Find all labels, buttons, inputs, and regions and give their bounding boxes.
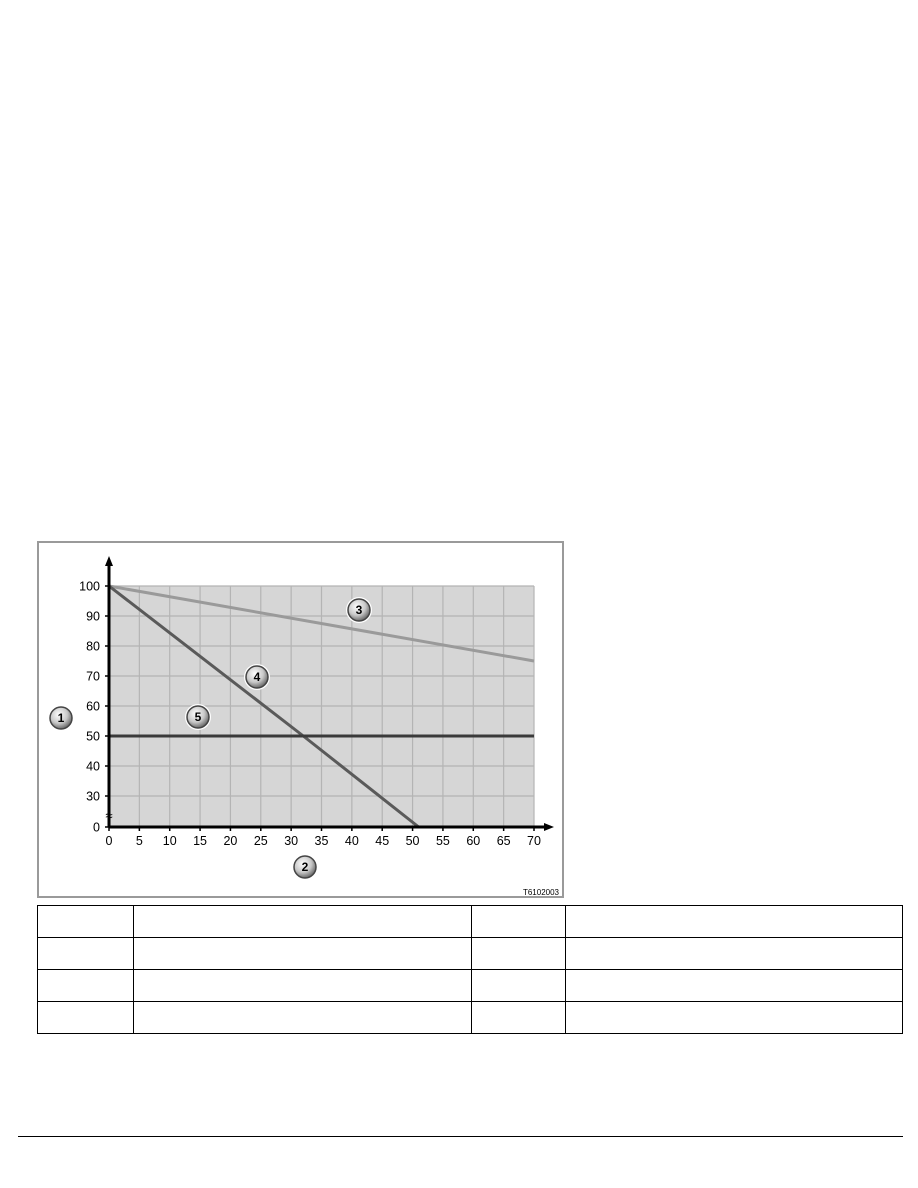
series-line-3: [108, 584, 535, 663]
table-row: [37, 905, 903, 938]
footer-rule: [18, 1136, 903, 1137]
x-tick-label: 45: [375, 834, 389, 848]
x-tick-label: 35: [315, 834, 329, 848]
x-tick-label: 20: [223, 834, 237, 848]
table-row: [37, 969, 903, 1002]
legend-table: [37, 905, 903, 1034]
x-tick-label: 0: [106, 834, 113, 848]
callout-4: 4: [244, 664, 270, 690]
table-cell: [471, 1001, 566, 1034]
table-cell: [565, 969, 903, 1002]
x-tick-label: 40: [345, 834, 359, 848]
table-cell: [37, 905, 134, 938]
table-cell: [565, 905, 903, 938]
table-cell: [565, 937, 903, 970]
y-tick-label: 0: [93, 821, 100, 835]
table-cell: [133, 905, 472, 938]
callout-badge: [347, 598, 371, 622]
callout-badge: [186, 705, 210, 729]
callout-number: 1: [58, 711, 65, 725]
table-cell: [471, 905, 566, 938]
y-tick-label: 40: [86, 760, 100, 774]
table-cell: [37, 1001, 134, 1034]
y-tick-label: 100: [79, 580, 100, 594]
callout-5: 5: [185, 704, 211, 730]
table-cell: [471, 969, 566, 1002]
figure-reference-code: T6102003: [523, 888, 560, 897]
x-axis-arrow-icon: [544, 823, 554, 831]
table-row: [37, 1001, 903, 1034]
x-tick-label: 15: [193, 834, 207, 848]
callout-2: 2: [292, 854, 318, 880]
callout-3: 3: [346, 597, 372, 623]
figure-frame: ≈ 0 5 10 15 20 25 30 35 40 45 50 55 60 65 70 0 30 40 50 60 7…: [37, 541, 564, 898]
x-tick-label: 30: [284, 834, 298, 848]
axis-break-icon: ≈: [105, 808, 112, 823]
table-row: [37, 937, 903, 970]
y-tick-label: 60: [86, 700, 100, 714]
x-tick-label: 65: [497, 834, 511, 848]
table-cell: [133, 937, 472, 970]
table-cell: [133, 1001, 472, 1034]
y-tick-label: 50: [86, 730, 100, 744]
x-tick-label: 25: [254, 834, 268, 848]
y-tick-label: 80: [86, 640, 100, 654]
x-tick-label: 70: [527, 834, 541, 848]
table-cell: [133, 969, 472, 1002]
callout-number: 4: [254, 670, 261, 684]
table-cell: [37, 937, 134, 970]
table-cell: [471, 937, 566, 970]
callout-badge: [245, 665, 269, 689]
callout-badge: [293, 855, 317, 879]
callout-badge: [49, 706, 73, 730]
x-tick-label: 50: [406, 834, 420, 848]
callout-1: 1: [48, 705, 74, 731]
y-axis-arrow-icon: [105, 556, 113, 566]
x-tick-label: 55: [436, 834, 450, 848]
y-tick-label: 90: [86, 610, 100, 624]
callout-number: 3: [356, 603, 363, 617]
x-tick-label: 5: [136, 834, 143, 848]
x-tick-label: 60: [466, 834, 480, 848]
y-tick-label: 70: [86, 670, 100, 684]
chart: ≈ 0 5 10 15 20 25 30 35 40 45 50 55 60 65 700304050607…: [48, 556, 560, 897]
callout-number: 2: [302, 860, 309, 874]
callout-number: 5: [195, 710, 202, 724]
x-tick-label: 10: [163, 834, 177, 848]
table-cell: [565, 1001, 903, 1034]
y-tick-label: 30: [86, 790, 100, 804]
table-cell: [37, 969, 134, 1002]
